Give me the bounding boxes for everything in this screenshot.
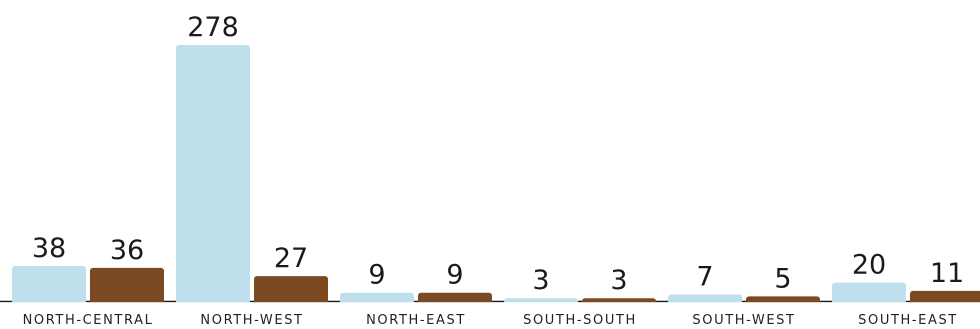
bar-north-west-series-2 [254,276,328,304]
category-label-south-east: SOUTH-EAST [858,313,958,328]
value-label-south-west-series-2: 5 [774,263,791,294]
value-label-north-east-series-1: 9 [368,260,385,291]
bars-group [0,45,980,311]
value-label-north-west-series-2: 27 [274,243,308,274]
value-label-north-central-series-2: 36 [110,235,144,266]
value-label-south-west-series-1: 7 [696,262,713,293]
baseline-mask [0,302,980,311]
bar-south-west-series-2 [746,296,820,304]
category-label-north-east: NORTH-EAST [366,313,466,328]
category-label-south-west: SOUTH-WEST [692,313,795,328]
category-labels-group: NORTH-CENTRAL NORTH-WEST NORTH-EAST SOUTH-S… [23,313,958,328]
bar-north-east-series-2 [418,292,492,304]
value-label-south-south-series-2: 3 [610,265,627,296]
bar-south-west-series-1 [668,294,742,304]
value-label-south-east-series-2: 11 [930,258,964,289]
value-labels-group: 38 36 278 27 9 9 3 3 7 5 20 11 [32,12,964,296]
bar-north-west-series-1 [176,45,250,304]
bar-north-central-series-1 [12,266,86,304]
category-label-south-south: SOUTH-SOUTH [523,313,637,328]
bar-north-east-series-1 [340,292,414,304]
category-label-north-central: NORTH-CENTRAL [23,313,154,328]
value-label-south-east-series-1: 20 [852,250,886,281]
value-label-north-west-series-1: 278 [187,12,239,43]
value-label-north-east-series-2: 9 [446,260,463,291]
value-label-south-south-series-1: 3 [532,265,549,296]
bar-south-east-series-2 [910,290,980,304]
bar-south-east-series-1 [832,282,906,304]
value-label-north-central-series-1: 38 [32,233,66,264]
category-label-north-west: NORTH-WEST [200,313,303,328]
bar-north-central-series-2 [90,267,164,304]
